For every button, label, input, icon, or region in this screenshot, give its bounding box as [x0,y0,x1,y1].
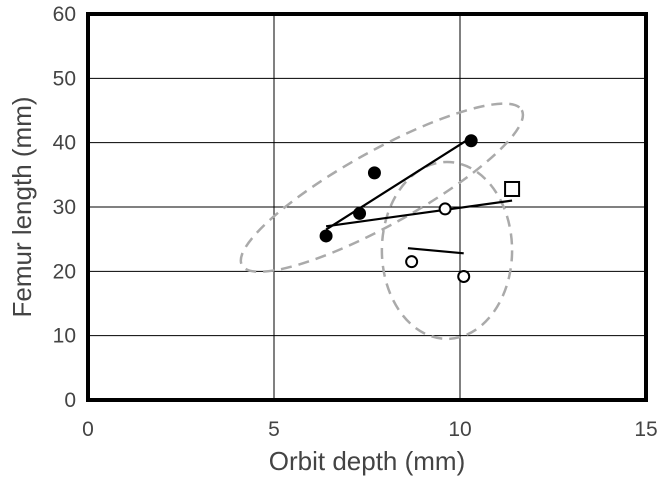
y-tick-label: 10 [53,325,76,348]
trend-line-3 [407,247,464,255]
point-open-circle [438,202,452,216]
trend-line-1 [325,136,472,231]
point-filled-circle [353,206,367,220]
point-open-square [504,180,521,197]
x-tick-label: 15 [634,418,657,441]
regression-lines [325,136,513,255]
grid-lines [88,14,646,400]
x-tick-label: 5 [268,418,280,441]
point-open-circle [457,269,471,283]
y-axis-label: Femur length (mm) [7,96,37,317]
plot-frame [86,12,648,402]
y-tick-label: 60 [53,3,76,26]
point-filled-circle [367,166,381,180]
data-points [319,134,521,283]
x-tick-label: 0 [82,418,94,441]
x-axis-label: Orbit depth (mm) [269,446,466,476]
ellipse-2 [380,160,514,341]
y-tick-label: 50 [53,67,76,90]
ellipse-1 [239,102,525,274]
x-tick-labels: 0 5 10 15 [82,418,658,441]
y-tick-label: 20 [53,260,76,283]
point-filled-circle [319,229,333,243]
trend-line-2 [325,199,513,228]
point-open-circle [405,255,419,269]
point-filled-circle [464,134,478,148]
y-tick-label: 40 [53,132,76,155]
y-tick-label: 30 [53,196,76,219]
y-tick-label: 0 [64,389,76,412]
x-tick-label: 10 [448,418,471,441]
y-tick-labels: 0 10 20 30 40 50 60 [53,3,76,412]
confidence-ellipses [239,102,525,341]
